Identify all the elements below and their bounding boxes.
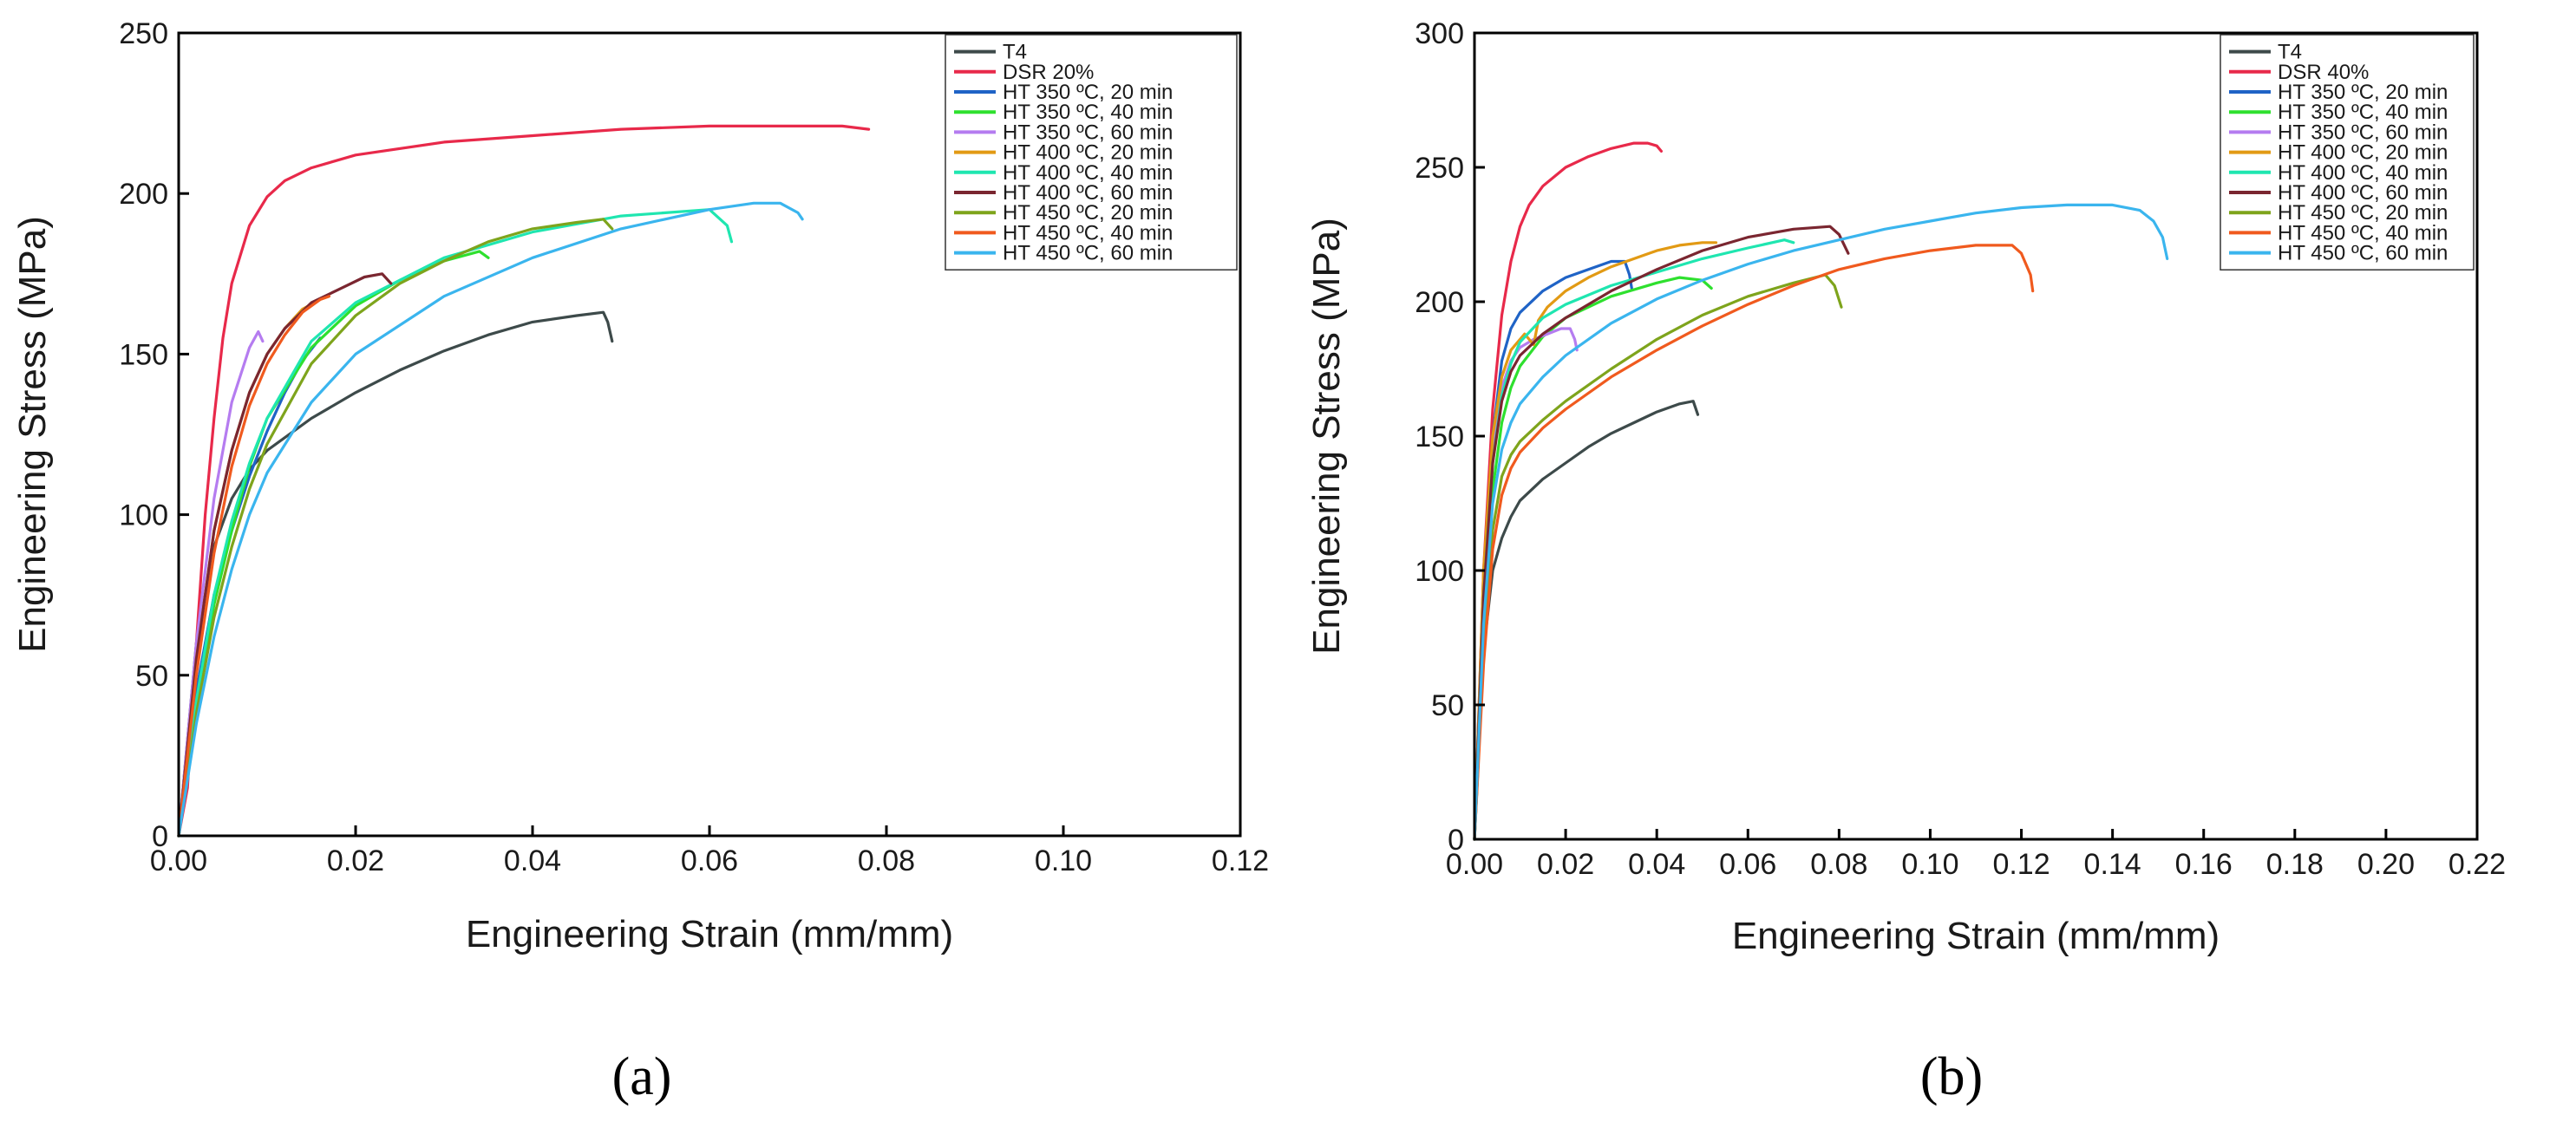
y-axis-label-a: Engineering Stress (MPa) xyxy=(11,216,54,653)
legend-label-b-3: HT 350 ºC, 40 min xyxy=(2278,101,2448,124)
x-tick-label-b-10: 0.20 xyxy=(2357,848,2415,881)
x-tick-label-b-11: 0.22 xyxy=(2449,848,2506,881)
panel-label-b: (b) xyxy=(1920,1047,1983,1106)
series-line-b-1 xyxy=(1473,141,1663,841)
y-tick-label-a-0: 0 xyxy=(152,820,168,853)
x-axis-ticks-a: 0.00 0.02 0.04 0.06 0.08 0.10 0.12 xyxy=(150,825,1269,877)
panel-label-a: (a) xyxy=(612,1047,672,1106)
y-tick-label-b-5: 250 xyxy=(1415,152,1464,185)
legend-label-b-6: HT 400 ºC, 40 min xyxy=(2278,161,2448,185)
legend-label-a-0: T4 xyxy=(1003,41,1027,64)
legend-label-b-2: HT 350 ºC, 20 min xyxy=(2278,81,2448,104)
legend-label-a-3: HT 350 ºC, 40 min xyxy=(1003,101,1173,124)
legend-label-b-7: HT 400 ºC, 60 min xyxy=(2278,181,2448,205)
x-tick-label-b-2: 0.04 xyxy=(1628,848,1685,881)
series-line-a-8 xyxy=(177,218,614,838)
series-line-a-9 xyxy=(177,295,330,838)
x-tick-label-b-0: 0.00 xyxy=(1446,848,1503,881)
series-line-a-6 xyxy=(177,208,734,838)
y-tick-label-b-1: 50 xyxy=(1431,689,1464,722)
y-tick-label-a-4: 200 xyxy=(119,178,168,211)
legend-label-b-1: DSR 40% xyxy=(2278,61,2369,84)
x-tick-label-a-3: 0.06 xyxy=(681,844,738,877)
series-line-b-0 xyxy=(1473,400,1700,841)
x-tick-label-b-1: 0.02 xyxy=(1537,848,1594,881)
curves-b xyxy=(1473,141,2169,841)
x-tick-label-b-5: 0.10 xyxy=(1901,848,1958,881)
x-tick-label-a-5: 0.10 xyxy=(1035,844,1092,877)
series-line-a-1 xyxy=(177,124,871,838)
x-tick-label-a-1: 0.02 xyxy=(327,844,384,877)
y-tick-label-a-3: 150 xyxy=(119,338,168,371)
legend-label-a-6: HT 400 ºC, 40 min xyxy=(1003,161,1173,185)
series-line-a-4 xyxy=(177,329,265,838)
curves-a xyxy=(177,124,871,838)
x-axis-label-a: Engineering Strain (mm/mm) xyxy=(466,913,953,955)
y-tick-label-b-0: 0 xyxy=(1448,824,1464,857)
x-tick-label-a-0: 0.00 xyxy=(150,844,207,877)
x-tick-label-b-7: 0.14 xyxy=(2084,848,2141,881)
legend-label-a-8: HT 450 ºC, 20 min xyxy=(1003,201,1173,225)
legend-label-a-5: HT 400 ºC, 20 min xyxy=(1003,141,1173,165)
y-tick-label-b-2: 100 xyxy=(1415,555,1464,588)
series-line-b-9 xyxy=(1473,244,2035,841)
series-line-b-5 xyxy=(1473,241,1718,841)
legend-label-b-0: T4 xyxy=(2278,41,2302,64)
x-tick-label-a-6: 0.12 xyxy=(1212,844,1269,877)
x-tick-label-b-9: 0.18 xyxy=(2266,848,2324,881)
series-line-b-7 xyxy=(1473,225,1850,841)
y-tick-label-b-6: 300 xyxy=(1415,17,1464,50)
x-tick-label-b-8: 0.16 xyxy=(2175,848,2233,881)
legend-label-a-4: HT 350 ºC, 60 min xyxy=(1003,121,1173,144)
legend-label-b-4: HT 350 ºC, 60 min xyxy=(2278,121,2448,144)
legend-label-a-9: HT 450 ºC, 40 min xyxy=(1003,221,1173,245)
x-tick-label-b-4: 0.08 xyxy=(1810,848,1867,881)
y-axis-ticks-a: 0 50 100 150 200 250 xyxy=(119,17,189,853)
x-axis-label-b: Engineering Strain (mm/mm) xyxy=(1732,915,2220,957)
x-tick-label-b-3: 0.06 xyxy=(1719,848,1776,881)
x-tick-label-b-6: 0.12 xyxy=(1992,848,2050,881)
legend-label-a-7: HT 400 ºC, 60 min xyxy=(1003,181,1173,205)
chart-panel-a: 0.00 0.02 0.04 0.06 0.08 0.10 0.12 0 50 100 150 20… xyxy=(11,17,1269,1106)
y-axis-ticks-b: 0 50 100 150 200 250 300 xyxy=(1415,17,1485,857)
y-axis-label-b: Engineering Stress (MPa) xyxy=(1305,218,1348,655)
y-tick-label-b-3: 150 xyxy=(1415,421,1464,453)
chart-panel-b: 0.00 0.02 0.04 0.06 0.08 0.10 0.12 0.14 0.16 0.18… xyxy=(1305,17,2506,1106)
legend-label-b-8: HT 450 ºC, 20 min xyxy=(2278,201,2448,225)
y-tick-label-a-2: 100 xyxy=(119,499,168,532)
legend-label-a-10: HT 450 ºC, 60 min xyxy=(1003,242,1173,265)
y-tick-label-a-1: 50 xyxy=(135,660,168,693)
legend-label-b-10: HT 450 ºC, 60 min xyxy=(2278,242,2448,265)
legend-label-b-5: HT 400 ºC, 20 min xyxy=(2278,141,2448,165)
legend-label-a-1: DSR 20% xyxy=(1003,61,1094,84)
series-line-a-7 xyxy=(177,272,393,838)
legend-label-b-9: HT 450 ºC, 40 min xyxy=(2278,221,2448,245)
series-line-b-10 xyxy=(1473,203,2169,841)
x-tick-label-a-4: 0.08 xyxy=(858,844,915,877)
x-tick-label-a-2: 0.04 xyxy=(504,844,561,877)
y-tick-label-b-4: 200 xyxy=(1415,286,1464,319)
legend-label-a-2: HT 350 ºC, 20 min xyxy=(1003,81,1173,104)
x-axis-ticks-b: 0.00 0.02 0.04 0.06 0.08 0.10 0.12 0.14 0.16 0.18… xyxy=(1446,829,2506,881)
series-line-a-0 xyxy=(177,310,614,838)
y-tick-label-a-5: 250 xyxy=(119,17,168,50)
series-line-a-10 xyxy=(177,201,804,838)
